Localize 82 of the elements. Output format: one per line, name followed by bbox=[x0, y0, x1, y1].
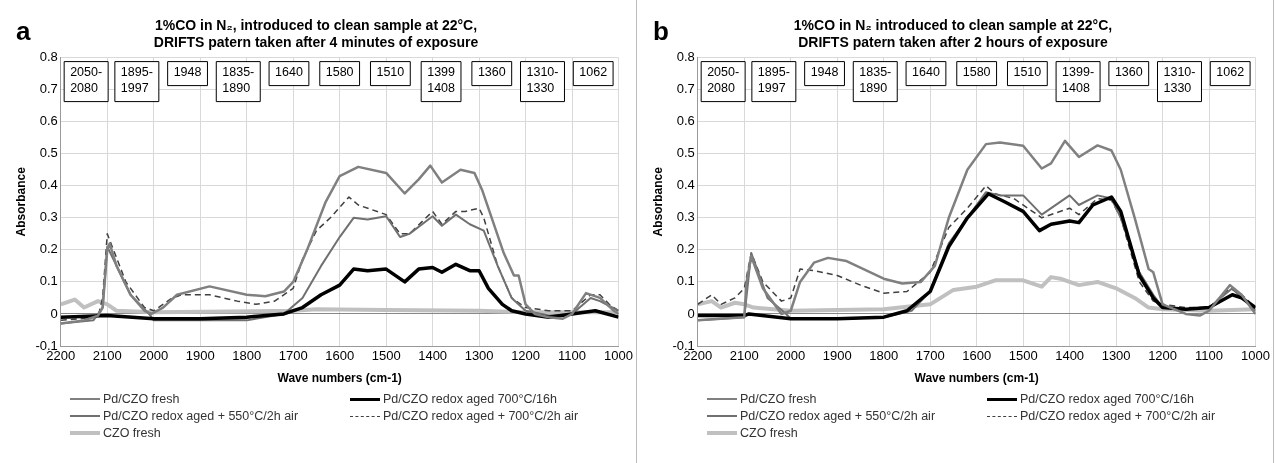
y-tick-label: 0.8 bbox=[676, 49, 695, 65]
y-axis-title: Absorbance bbox=[650, 166, 665, 237]
annotation: 1895- 1997 bbox=[120, 65, 153, 96]
legend-label: Pd/CZO fresh bbox=[740, 392, 817, 406]
annotation: 1580 bbox=[962, 65, 991, 80]
annotation: 1835- 1890 bbox=[859, 65, 892, 96]
x-tick-label: 1200 bbox=[511, 348, 541, 364]
x-tick-label: 1800 bbox=[869, 348, 899, 364]
legend-label: CZO fresh bbox=[103, 426, 161, 440]
x-tick-label: 1900 bbox=[822, 348, 852, 364]
legend-label: CZO fresh bbox=[740, 426, 798, 440]
annotation: 1510 bbox=[376, 65, 405, 80]
y-axis-title: Absorbance bbox=[13, 166, 28, 237]
x-tick-label: 1400 bbox=[418, 348, 448, 364]
y-tick-label: 0.2 bbox=[39, 241, 58, 257]
annotation: 1948 bbox=[173, 65, 202, 80]
x-tick-label: 1800 bbox=[232, 348, 262, 364]
x-tick-label: 1500 bbox=[1008, 348, 1038, 364]
annotation: 1399 1408 bbox=[427, 65, 456, 96]
annotation: 1062 bbox=[579, 65, 608, 80]
x-tick-label: 1900 bbox=[185, 348, 215, 364]
y-tick-label: 0.1 bbox=[676, 273, 695, 289]
legend-label: Pd/CZO redox aged + 550°C/2h air bbox=[740, 409, 936, 423]
annotation: 1948 bbox=[810, 65, 839, 80]
y-tick-label: 0.3 bbox=[39, 209, 58, 225]
y-tick-label: 0 bbox=[687, 305, 695, 321]
y-tick-label: 0.7 bbox=[676, 81, 695, 97]
y-tick-label: 0.1 bbox=[39, 273, 58, 289]
x-tick-label: 1100 bbox=[1195, 348, 1224, 364]
x-tick-label: 1600 bbox=[962, 348, 992, 364]
y-tick-label: 0.8 bbox=[39, 49, 58, 65]
annotation: 1640 bbox=[912, 65, 940, 80]
x-tick-label: 2100 bbox=[729, 348, 759, 364]
y-tick-label: 0 bbox=[50, 305, 58, 321]
x-tick-label: 1100 bbox=[558, 348, 587, 364]
legend-label: Pd/CZO fresh bbox=[103, 392, 180, 406]
annotation: 1895- 1997 bbox=[757, 65, 790, 96]
y-tick-label: 0.6 bbox=[676, 113, 695, 129]
annotation: 1360 bbox=[477, 65, 506, 80]
annotation: 1062 bbox=[1216, 65, 1245, 80]
x-tick-label: 1200 bbox=[1148, 348, 1178, 364]
x-tick-label: 1500 bbox=[371, 348, 401, 364]
chart-title: 1%CO in N₂, introduced to clean sample at 22°C, DRIFTS patern taken after 4 minutes of exposure bbox=[153, 17, 479, 51]
annotation: 2050- 2080 bbox=[70, 65, 103, 96]
x-tick-label: 1700 bbox=[278, 348, 308, 364]
annotation: 1360 bbox=[1114, 65, 1143, 80]
chart-title: 1%CO in N₂ introduced to clean sample at 22°C, DRIFTS patern taken after 2 hours of exposure bbox=[793, 17, 1113, 51]
annotation: 2050- 2080 bbox=[707, 65, 740, 96]
x-tick-label: 2100 bbox=[92, 348, 122, 364]
annotation: 1510 bbox=[1013, 65, 1042, 80]
legend-label: Pd/CZO redox aged 700°C/16h bbox=[383, 392, 557, 406]
legend-label: Pd/CZO redox aged 700°C/16h bbox=[1020, 392, 1194, 406]
x-tick-label: 1300 bbox=[1101, 348, 1131, 364]
legend-label: Pd/CZO redox aged + 700°C/2h air bbox=[383, 409, 579, 423]
y-tick-label: 0.4 bbox=[39, 177, 58, 193]
y-tick-label: 0.6 bbox=[39, 113, 58, 129]
text: b bbox=[653, 16, 669, 47]
x-tick-label: 2000 bbox=[139, 348, 169, 364]
legend-label: Pd/CZO redox aged + 550°C/2h air bbox=[103, 409, 299, 423]
x-tick-label: 1300 bbox=[464, 348, 494, 364]
annotation: 1310- 1330 bbox=[526, 65, 559, 96]
y-tick-label: 0.3 bbox=[676, 209, 695, 225]
text: a bbox=[16, 16, 31, 47]
y-tick-label: 0.5 bbox=[39, 145, 58, 161]
x-tick-label: 1400 bbox=[1055, 348, 1085, 364]
x-axis-title: Wave numbers (cm-1) bbox=[277, 371, 402, 386]
legend-label: Pd/CZO redox aged + 700°C/2h air bbox=[1020, 409, 1216, 423]
x-tick-label: 1000 bbox=[604, 348, 633, 364]
x-tick-label: 2000 bbox=[776, 348, 806, 364]
annotation: 1580 bbox=[325, 65, 354, 80]
y-tick-label: 0.5 bbox=[676, 145, 695, 161]
annotation: 1310- 1330 bbox=[1163, 65, 1196, 96]
x-tick-label: 1600 bbox=[325, 348, 355, 364]
x-tick-label: 1000 bbox=[1241, 348, 1270, 364]
x-axis-title: Wave numbers (cm-1) bbox=[914, 371, 1039, 386]
x-tick-label: 1700 bbox=[915, 348, 945, 364]
y-tick-label: 0.2 bbox=[676, 241, 695, 257]
y-tick-label: 0.4 bbox=[676, 177, 695, 193]
y-tick-label: 0.7 bbox=[39, 81, 58, 97]
annotation: 1399- 1408 bbox=[1062, 65, 1095, 96]
annotation: 1835- 1890 bbox=[222, 65, 255, 96]
annotation: 1640 bbox=[275, 65, 303, 80]
